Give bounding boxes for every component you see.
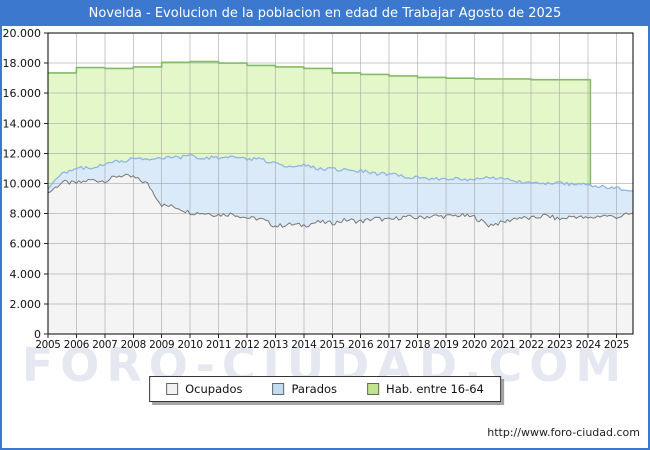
svg-text:8.000: 8.000: [10, 208, 42, 221]
svg-text:10.000: 10.000: [3, 178, 42, 191]
svg-text:2017: 2017: [376, 339, 401, 351]
legend-swatch-ocupados: [166, 383, 179, 395]
svg-text:2008: 2008: [121, 339, 146, 351]
legend-label-parados: Parados: [291, 382, 338, 396]
svg-text:2021: 2021: [490, 339, 515, 351]
svg-text:2011: 2011: [206, 339, 231, 351]
svg-text:2005: 2005: [35, 339, 60, 351]
svg-text:2019: 2019: [433, 339, 458, 351]
svg-text:2025: 2025: [604, 339, 629, 351]
svg-text:2006: 2006: [64, 339, 89, 351]
legend-label-ocupados: Ocupados: [185, 382, 243, 396]
svg-text:18.000: 18.000: [3, 57, 42, 70]
svg-text:2012: 2012: [234, 339, 259, 351]
legend-label-hab-16-64: Hab. entre 16-64: [386, 382, 484, 396]
svg-text:2014: 2014: [291, 339, 317, 351]
svg-text:2022: 2022: [519, 339, 544, 351]
chart-legend: Ocupados Parados Hab. entre 16-64: [149, 376, 501, 402]
svg-text:20.000: 20.000: [3, 27, 42, 40]
svg-text:4.000: 4.000: [10, 268, 42, 281]
chart-title: Novelda - Evolucion de la poblacion en e…: [88, 6, 562, 21]
svg-text:2015: 2015: [320, 339, 345, 351]
svg-text:2024: 2024: [575, 339, 601, 351]
svg-text:2023: 2023: [547, 339, 572, 351]
svg-text:2007: 2007: [92, 339, 117, 351]
svg-text:2009: 2009: [149, 339, 174, 351]
title-bar: Novelda - Evolucion de la poblacion en e…: [2, 2, 648, 26]
legend-swatch-parados: [272, 383, 285, 395]
legend-item-ocupados: Ocupados: [166, 382, 242, 396]
svg-text:0: 0: [34, 328, 41, 341]
svg-text:2018: 2018: [405, 339, 430, 351]
legend-item-parados: Parados: [272, 382, 337, 396]
svg-text:2020: 2020: [462, 339, 487, 351]
svg-text:12.000: 12.000: [3, 147, 42, 160]
svg-text:14.000: 14.000: [3, 117, 42, 130]
svg-text:2013: 2013: [263, 339, 288, 351]
svg-text:16.000: 16.000: [3, 87, 42, 100]
legend-item-hab-16-64: Hab. entre 16-64: [367, 382, 484, 396]
svg-text:2016: 2016: [348, 339, 373, 351]
footer-url: http://www.foro-ciudad.com: [487, 426, 640, 439]
svg-text:6.000: 6.000: [10, 238, 42, 251]
svg-text:2.000: 2.000: [10, 298, 42, 311]
svg-text:2010: 2010: [178, 339, 203, 351]
legend-swatch-hab-16-64: [367, 383, 380, 395]
